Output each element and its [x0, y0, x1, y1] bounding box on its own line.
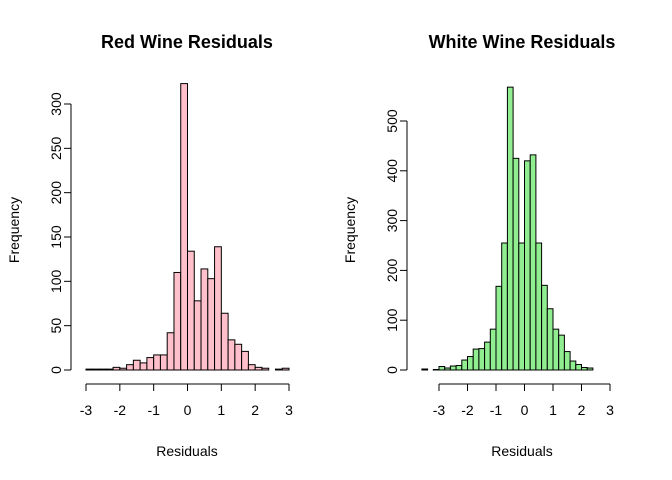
red-wine-bar: [166, 332, 175, 371]
red-wine-x-tick-label: 0: [184, 402, 192, 418]
white-wine-bar: [518, 242, 525, 371]
red-wine-bar: [281, 367, 290, 371]
red-wine-x-tick-label: 2: [251, 402, 259, 418]
white-wine-bar: [512, 157, 520, 371]
white-wine-bar: [495, 285, 503, 371]
white-wine-bar: [432, 369, 440, 371]
red-wine-bar: [99, 368, 107, 371]
red-wine-bar: [105, 368, 114, 371]
white-wine-y-tick-label: 300: [384, 209, 400, 233]
white-wine-bars: [421, 86, 594, 371]
white-wine-bar: [546, 308, 554, 371]
white-wine-x-axis-label: Residuals: [491, 443, 552, 459]
white-wine-bar: [444, 367, 451, 371]
white-wine-y-tick-label: 400: [384, 159, 400, 183]
red-wine-y-tick-label: 200: [48, 181, 64, 205]
red-wine-bar: [85, 368, 94, 371]
white-wine-bar: [581, 367, 588, 371]
red-wine-bar: [180, 83, 188, 371]
white-wine-bar: [449, 365, 457, 371]
white-wine-bar: [529, 154, 537, 371]
red-wine-x-tick-label: -1: [147, 402, 160, 418]
white-wine-axes: -3 -2 -1 0 1 2 3 0 100 200 300 400 500: [384, 109, 614, 418]
red-wine-x-tick-label: 1: [217, 402, 225, 418]
red-wine-bar: [153, 354, 161, 371]
white-wine-bar: [558, 334, 565, 371]
red-wine-bar: [159, 354, 168, 371]
white-wine-bar: [541, 284, 548, 371]
white-wine-bar: [501, 242, 508, 371]
red-wine-bar: [234, 343, 243, 371]
white-wine-bar: [575, 364, 582, 371]
white-wine-y-axis-label: Frequency: [342, 197, 358, 263]
white-wine-bar: [438, 366, 446, 371]
red-wine-x-axis-label: Residuals: [156, 443, 217, 459]
red-wine-bar: [274, 368, 283, 371]
white-wine-y-tick-label: 500: [384, 109, 400, 133]
white-wine-bar: [552, 328, 560, 371]
white-wine-x-tick-label: 1: [549, 402, 557, 418]
red-wine-axes: -3 -2 -1 0 1 2 3 0 50 100 150 200 250 300: [48, 92, 293, 418]
red-wine-x-tick-label: -3: [80, 402, 93, 418]
white-wine-y-tick-label: 0: [384, 366, 400, 374]
white-wine-y-tick-label: 200: [384, 259, 400, 283]
red-wine-bar: [132, 359, 141, 371]
red-wine-bar: [173, 271, 182, 371]
red-wine-bar: [119, 367, 128, 371]
white-wine-bar: [569, 360, 577, 371]
red-wine-x-tick-label: -2: [114, 402, 127, 418]
white-wine-bar: [586, 367, 594, 371]
red-wine-bar: [214, 246, 222, 371]
red-wine-bar: [220, 312, 229, 371]
red-wine-y-tick-label: 250: [48, 136, 64, 160]
white-wine-x-tick-label: -2: [461, 402, 474, 418]
red-wine-bar: [254, 366, 263, 371]
red-wine-bar: [261, 367, 270, 371]
white-wine-bar: [472, 348, 480, 371]
red-wine-bar: [193, 300, 202, 371]
white-wine-bar: [524, 160, 531, 371]
white-wine-x-tick-label: 2: [578, 402, 586, 418]
white-wine-x-tick-label: 0: [521, 402, 529, 418]
white-wine-histogram-panel: White Wine Residuals Residuals Frequency…: [342, 32, 615, 459]
white-wine-bar: [478, 348, 486, 371]
red-wine-y-tick-label: 300: [48, 92, 64, 116]
red-wine-bar: [200, 268, 209, 371]
red-wine-y-tick-label: 100: [48, 269, 64, 293]
red-wine-y-tick-label: 0: [48, 366, 64, 374]
red-wine-bar: [247, 364, 256, 371]
white-wine-bar: [563, 351, 571, 371]
red-wine-bars: [85, 83, 290, 371]
white-wine-bar: [506, 86, 514, 371]
white-wine-chart-title: White Wine Residuals: [429, 32, 616, 52]
white-wine-x-tick-label: 3: [606, 402, 614, 418]
white-wine-bar: [484, 341, 491, 371]
red-wine-bar: [227, 339, 236, 371]
white-wine-y-tick-label: 100: [384, 308, 400, 332]
white-wine-x-tick-label: -1: [490, 402, 503, 418]
red-wine-y-tick-label: 150: [48, 225, 64, 249]
white-wine-bar: [489, 328, 497, 371]
red-wine-bar: [241, 350, 249, 371]
white-wine-bar: [421, 368, 429, 371]
white-wine-bar: [455, 365, 463, 371]
red-wine-x-tick-label: 3: [285, 402, 293, 418]
red-wine-bar: [146, 357, 155, 371]
red-wine-histogram-panel: Red Wine Residuals Residuals Frequency -…: [6, 32, 293, 459]
white-wine-bar: [535, 242, 543, 371]
red-wine-bar: [92, 368, 101, 371]
red-wine-y-axis-label: Frequency: [6, 197, 22, 263]
red-wine-bar: [207, 278, 216, 371]
red-wine-bar: [112, 366, 121, 371]
white-wine-bar: [461, 359, 468, 371]
red-wine-bar: [187, 250, 195, 371]
red-wine-y-tick-label: 50: [48, 318, 64, 334]
red-wine-chart-title: Red Wine Residuals: [101, 32, 273, 52]
white-wine-bar: [467, 356, 474, 371]
red-wine-bar: [139, 362, 148, 371]
white-wine-x-tick-label: -3: [433, 402, 446, 418]
red-wine-bar: [126, 364, 134, 371]
